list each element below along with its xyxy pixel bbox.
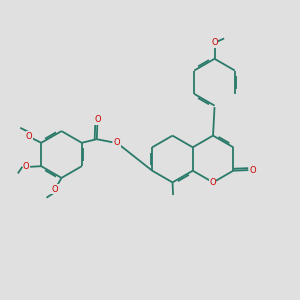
Text: O: O [26,132,32,141]
Text: O: O [23,162,29,171]
Text: O: O [211,38,218,47]
Text: O: O [52,185,58,194]
Text: O: O [250,166,256,175]
Text: O: O [114,138,120,147]
Text: O: O [94,115,101,124]
Text: O: O [209,178,216,187]
